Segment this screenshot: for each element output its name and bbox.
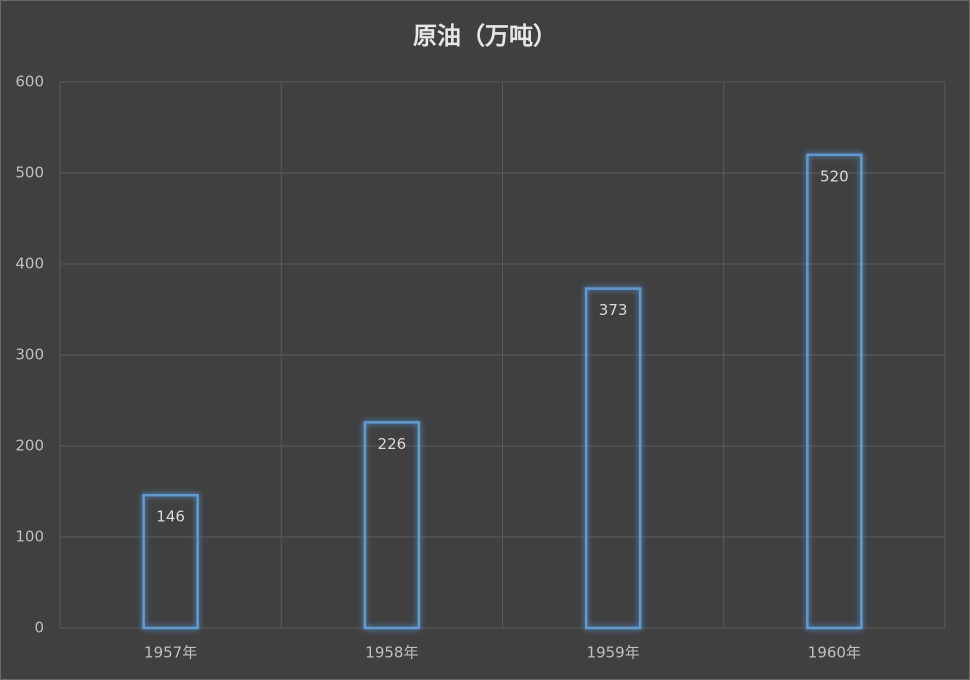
bar — [142, 493, 199, 630]
bar — [584, 287, 642, 630]
y-tick-label: 0 — [34, 619, 44, 637]
chart-title: 原油（万吨） — [413, 22, 557, 50]
data-label: 146 — [156, 508, 185, 526]
y-tick-label: 600 — [15, 73, 44, 91]
y-tick-label: 400 — [15, 255, 44, 273]
y-tick-label: 500 — [15, 164, 44, 182]
bar — [806, 153, 863, 630]
x-tick-label: 1957年 — [144, 644, 197, 662]
bar — [363, 421, 421, 630]
data-label: 373 — [599, 301, 628, 319]
x-tick-label: 1960年 — [808, 644, 861, 662]
y-tick-label: 300 — [15, 346, 44, 364]
x-tick-label: 1959年 — [587, 644, 640, 662]
y-tick-label: 200 — [15, 437, 44, 455]
x-tick-label: 1958年 — [365, 644, 418, 662]
y-tick-label: 100 — [15, 528, 44, 546]
data-label: 520 — [820, 167, 849, 185]
data-label: 226 — [378, 435, 407, 453]
